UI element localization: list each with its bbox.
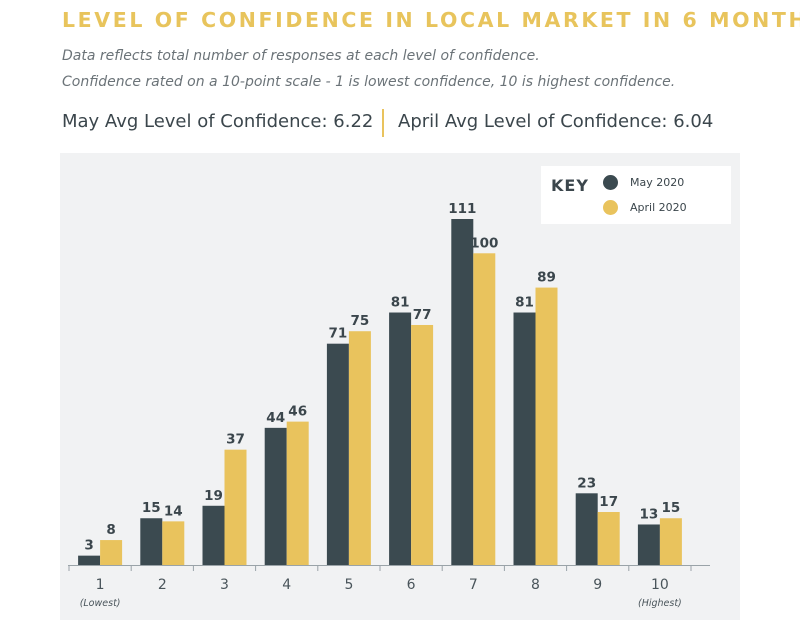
bar-value-label: 23	[577, 475, 596, 491]
bar-may	[451, 219, 474, 565]
bar-value-label: 14	[164, 503, 183, 519]
bar-april	[411, 324, 434, 565]
x-tick-label: 1	[96, 577, 105, 593]
chart-subtitle-2: Confidence rated on a 10-point scale - 1…	[62, 74, 676, 90]
x-tick-label: 2	[158, 577, 167, 593]
bar-value-label: 15	[142, 500, 161, 516]
bar-may	[575, 493, 598, 565]
x-tick-label: 4	[282, 577, 291, 593]
x-tick-sublabel: (Lowest)	[80, 598, 121, 609]
bar-value-label: 15	[662, 500, 681, 516]
bar-value-label: 17	[599, 494, 618, 510]
april-average: April Avg Level of Confidence: 6.04	[398, 111, 714, 132]
bar-value-label: 37	[226, 432, 245, 448]
bar-may	[637, 524, 660, 565]
legend: KEY May 2020 April 2020	[541, 166, 731, 224]
x-tick-label: 5	[344, 577, 353, 593]
bar-may	[140, 518, 163, 565]
x-tick-label: 3	[220, 577, 229, 593]
bar-may	[389, 312, 412, 565]
x-tick-label: 9	[593, 577, 602, 593]
x-tick-label: 6	[407, 577, 416, 593]
x-tick-label: 10	[651, 577, 669, 593]
bar-may	[326, 343, 349, 565]
bar-value-label: 81	[515, 295, 534, 311]
bar-may	[78, 555, 101, 565]
legend-title: KEY	[551, 176, 589, 195]
chart-area: 3 8 1 (Lowest) 15 14 2 19 37 3 44 46 4 71 75 5 81 77 6 111 1…	[60, 153, 740, 620]
bar-april	[597, 512, 620, 565]
x-tick-sublabel: (Highest)	[638, 598, 682, 609]
legend-may-label: May 2020	[630, 176, 685, 189]
bar-may	[264, 427, 287, 565]
bar-value-label: 46	[288, 404, 307, 420]
bar-value-label: 81	[391, 295, 410, 311]
bar-value-label: 13	[640, 506, 659, 522]
chart-title: LEVEL OF CONFIDENCE IN LOCAL MARKET IN 6…	[62, 8, 800, 32]
bar-april	[224, 449, 247, 565]
legend-april-label: April 2020	[630, 201, 687, 214]
bar-april	[473, 253, 496, 565]
x-tick-label: 8	[531, 577, 540, 593]
bar-value-label: 44	[266, 410, 285, 426]
bar-value-label: 89	[537, 270, 556, 286]
bar-value-label: 3	[84, 538, 93, 554]
bar-april	[100, 540, 123, 565]
bar-value-label: 75	[351, 313, 370, 329]
average-separator	[382, 109, 384, 137]
legend-may-swatch	[603, 175, 618, 190]
bar-april	[286, 421, 309, 565]
bar-value-label: 8	[106, 522, 115, 538]
bar-april	[659, 518, 682, 565]
bar-value-label: 111	[448, 201, 476, 217]
chart-subtitle-1: Data reflects total number of responses …	[62, 48, 540, 64]
bar-april	[162, 521, 185, 565]
legend-april-swatch	[603, 200, 618, 215]
x-tick-label: 7	[469, 577, 478, 593]
bar-april	[348, 331, 371, 565]
bar-value-label: 19	[204, 488, 223, 504]
bar-value-label: 77	[413, 307, 432, 323]
may-average: May Avg Level of Confidence: 6.22	[62, 111, 374, 132]
bar-value-label: 71	[329, 326, 348, 342]
bar-may	[513, 312, 536, 565]
bar-value-label: 100	[470, 235, 498, 251]
bar-april	[535, 287, 558, 565]
bar-may	[202, 505, 225, 565]
